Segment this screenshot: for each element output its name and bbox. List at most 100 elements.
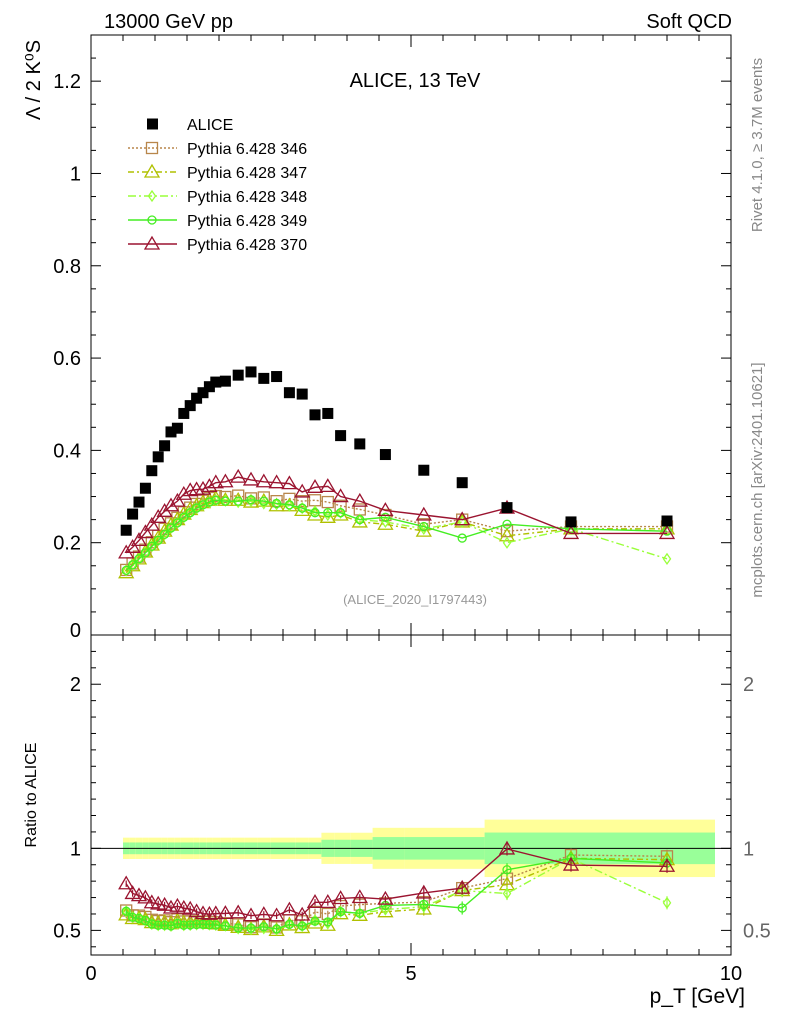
data-point bbox=[354, 438, 366, 450]
mc-point bbox=[166, 921, 176, 931]
main-panel: 0.2 0.4 0.6 0.8 1 1.2 0 ALICE, 13 TeV (ALICE_2… bbox=[23, 34, 732, 642]
mc-point bbox=[185, 920, 195, 930]
y-tick-label-ratio: 1 bbox=[70, 838, 81, 860]
legend-label: Pythia 6.428 349 bbox=[187, 213, 307, 230]
mc-point bbox=[221, 919, 230, 932]
mc-point bbox=[502, 519, 512, 529]
mc-point bbox=[182, 900, 199, 915]
mc-point bbox=[121, 906, 131, 916]
data-point bbox=[232, 369, 244, 381]
mc-point bbox=[137, 524, 154, 539]
data-point bbox=[120, 524, 132, 536]
mc-point bbox=[230, 468, 247, 483]
mc-point bbox=[162, 497, 180, 512]
legend-marker-data bbox=[147, 118, 158, 130]
data-point bbox=[219, 375, 231, 387]
mc-point bbox=[306, 894, 324, 908]
data-point bbox=[661, 515, 673, 527]
legend-label: Pythia 6.428 348 bbox=[187, 189, 307, 206]
mc-point bbox=[166, 523, 176, 533]
mc-point bbox=[454, 879, 471, 894]
mc-point bbox=[204, 919, 215, 930]
main-frame bbox=[90, 34, 732, 636]
data-point bbox=[133, 496, 145, 508]
mc-point bbox=[415, 884, 432, 899]
mc-point bbox=[201, 478, 218, 493]
mc-point bbox=[130, 532, 148, 547]
mc-point bbox=[415, 506, 432, 521]
mc-point bbox=[297, 501, 307, 515]
mc-point bbox=[246, 923, 256, 933]
mc-point bbox=[336, 905, 345, 918]
mc-point bbox=[121, 905, 131, 918]
mc-point bbox=[211, 495, 221, 505]
mc-point bbox=[153, 535, 163, 546]
y-tick-label-ratio-right: 2 bbox=[743, 674, 754, 696]
mc-point bbox=[259, 496, 269, 506]
mc-point bbox=[662, 896, 672, 909]
mc-point bbox=[415, 522, 432, 537]
mc-point bbox=[134, 554, 144, 564]
mc-point bbox=[294, 483, 311, 498]
mc-point bbox=[220, 921, 231, 931]
legend: ALICE Pythia 6.428 346 Pythia 6.428 347 Pyt… bbox=[128, 117, 307, 254]
mc-point bbox=[185, 508, 195, 518]
mc-point bbox=[310, 508, 320, 518]
mc-point bbox=[502, 887, 512, 900]
mc-point bbox=[182, 482, 199, 497]
data-point bbox=[565, 516, 577, 528]
mc-point bbox=[156, 896, 173, 911]
mc-point bbox=[179, 512, 189, 522]
mc-point bbox=[457, 903, 467, 913]
mc-point bbox=[134, 913, 144, 924]
data-point bbox=[335, 430, 347, 442]
data-point bbox=[210, 376, 222, 388]
mc-point bbox=[217, 905, 234, 920]
mc-point bbox=[562, 525, 580, 540]
mc-point bbox=[242, 907, 260, 922]
mc-point bbox=[502, 865, 512, 875]
mc-point bbox=[207, 474, 224, 489]
mc-point bbox=[281, 475, 298, 490]
mc-point bbox=[351, 889, 368, 904]
x-axis-label: p_T [GeV] bbox=[650, 985, 745, 1008]
mc-point bbox=[172, 918, 183, 929]
mc-point bbox=[457, 533, 467, 543]
mc-point bbox=[147, 541, 157, 552]
data-point bbox=[127, 508, 139, 520]
mc-point bbox=[297, 503, 307, 513]
mc-point bbox=[162, 899, 180, 914]
legend-label: ALICE bbox=[187, 117, 233, 134]
mc-point bbox=[217, 473, 234, 488]
mc-point bbox=[498, 840, 516, 855]
mc-ratio-line bbox=[125, 854, 668, 929]
mc-point bbox=[191, 919, 202, 930]
mc-point bbox=[284, 500, 295, 510]
mc-point bbox=[255, 473, 272, 488]
mc-point bbox=[454, 511, 471, 526]
mc-point bbox=[355, 513, 365, 526]
mc-point bbox=[169, 492, 186, 507]
mc-point bbox=[417, 518, 430, 531]
mc-point bbox=[377, 502, 394, 517]
mc-point bbox=[211, 494, 221, 507]
mc-point bbox=[140, 548, 151, 558]
mc-point bbox=[271, 924, 282, 934]
y-tick-label-ratio-right: 1 bbox=[743, 838, 754, 860]
mc-point bbox=[662, 552, 672, 565]
data-point bbox=[456, 477, 468, 489]
y-tick-label-main: 0.8 bbox=[53, 256, 81, 278]
y-tick-label-main: 1 bbox=[70, 163, 81, 185]
mc-point bbox=[246, 495, 256, 505]
mc-point bbox=[355, 514, 365, 525]
mc-point bbox=[124, 539, 141, 553]
mc-point bbox=[419, 521, 429, 532]
data-point bbox=[139, 482, 151, 494]
mc-point bbox=[147, 919, 157, 929]
mc-point bbox=[319, 478, 336, 493]
mc-point bbox=[323, 917, 333, 927]
mc-point bbox=[381, 903, 390, 916]
y-axis-label-ratio: Ratio to ALICE bbox=[23, 743, 40, 848]
mc-point bbox=[377, 890, 394, 905]
